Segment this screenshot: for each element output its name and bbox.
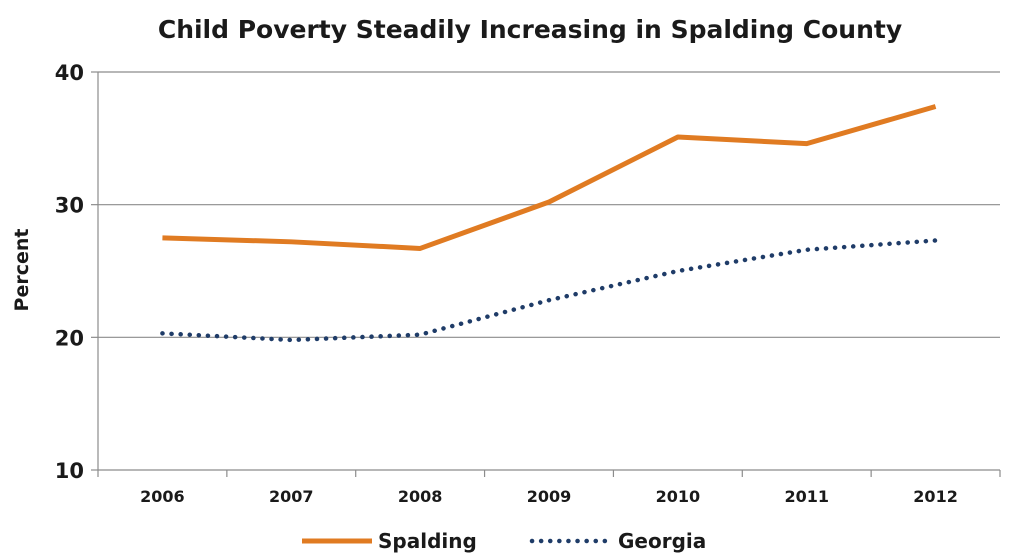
y-tick-label: 20 <box>55 326 84 350</box>
series-line-georgia <box>160 238 938 343</box>
series-lines <box>160 104 938 343</box>
y-tick-label: 40 <box>55 61 84 85</box>
x-tick-label: 2010 <box>656 487 701 506</box>
chart-title: Child Poverty Steadily Increasing in Spa… <box>158 15 902 44</box>
x-tick-labels: 2006 2007 2008 2009 2010 2011 2012 <box>140 487 958 506</box>
legend-label: Georgia <box>618 529 706 553</box>
y-tick-label: 10 <box>55 459 84 483</box>
axes <box>91 71 1001 477</box>
y-tick-labels: 10 20 30 40 <box>55 61 84 483</box>
legend: Spalding Georgia <box>302 529 706 553</box>
x-tick-label: 2007 <box>269 487 314 506</box>
series-line-spalding <box>162 104 937 251</box>
x-tick-label: 2009 <box>527 487 572 506</box>
legend-item-georgia: Georgia <box>529 529 706 553</box>
y-tick-label: 30 <box>55 194 84 218</box>
legend-item-spalding: Spalding <box>302 529 477 553</box>
x-tick-label: 2012 <box>913 487 958 506</box>
legend-label: Spalding <box>378 529 477 553</box>
y-axis-title: Percent <box>11 229 33 312</box>
x-tick-label: 2011 <box>784 487 829 506</box>
x-tick-label: 2008 <box>398 487 443 506</box>
x-tick-label: 2006 <box>140 487 185 506</box>
